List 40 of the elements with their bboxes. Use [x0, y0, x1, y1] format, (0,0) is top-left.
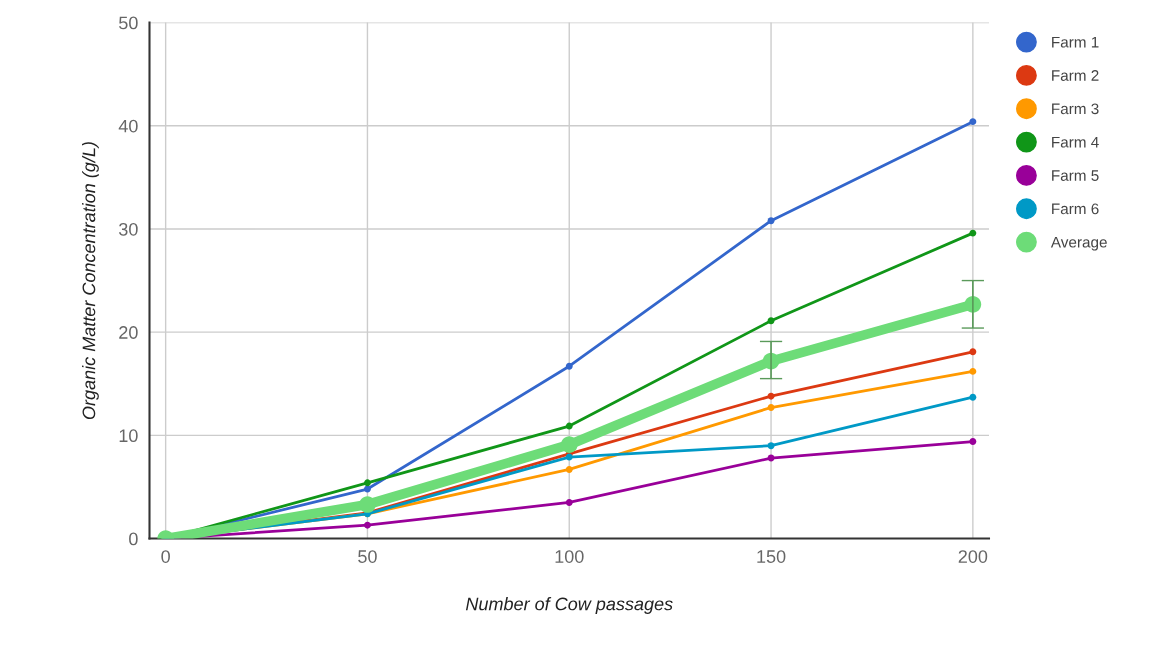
- legend-label: Farm 2: [1052, 70, 1099, 81]
- point: [969, 229, 977, 237]
- x-tick-label: 150: [757, 550, 786, 563]
- legend-label: Farm 6: [1052, 203, 1099, 215]
- point: [767, 317, 775, 325]
- legend-label: Farm 1: [1052, 36, 1099, 48]
- legend-label: Average: [1050, 236, 1107, 251]
- point: [969, 438, 977, 446]
- point: [969, 393, 977, 401]
- x-tick-label: 100: [555, 550, 584, 563]
- x-tick-label: 0: [161, 550, 170, 563]
- point: [767, 392, 775, 400]
- y-tick-label: 40: [118, 119, 138, 133]
- point: [969, 367, 977, 375]
- point: [969, 348, 977, 356]
- point: [767, 442, 775, 450]
- point: [359, 496, 376, 513]
- point: [969, 118, 977, 126]
- point: [767, 404, 775, 411]
- legend-label: Farm 3: [1052, 103, 1099, 115]
- point: [363, 521, 371, 529]
- point: [565, 422, 573, 430]
- y-tick-label: 0: [129, 532, 138, 546]
- point: [363, 479, 371, 487]
- y-tick-label: 30: [119, 222, 138, 236]
- legend-label: Farm 5: [1052, 170, 1099, 181]
- point: [560, 436, 578, 453]
- point: [767, 217, 775, 225]
- y-axis-title: Organic Matter Concentration (g/L): [82, 142, 99, 420]
- point: [565, 465, 573, 473]
- y-tick-label: 10: [119, 429, 138, 443]
- point: [363, 485, 371, 493]
- point: [565, 362, 573, 370]
- legend-label: Farm 4: [1052, 136, 1099, 148]
- y-tick-label: 50: [119, 16, 138, 30]
- x-axis-title: Number of Cow passages: [465, 597, 673, 614]
- x-tick-label: 200: [958, 550, 988, 563]
- y-tick-label: 20: [119, 326, 138, 339]
- x-tick-label: 50: [358, 550, 377, 563]
- point: [565, 498, 573, 506]
